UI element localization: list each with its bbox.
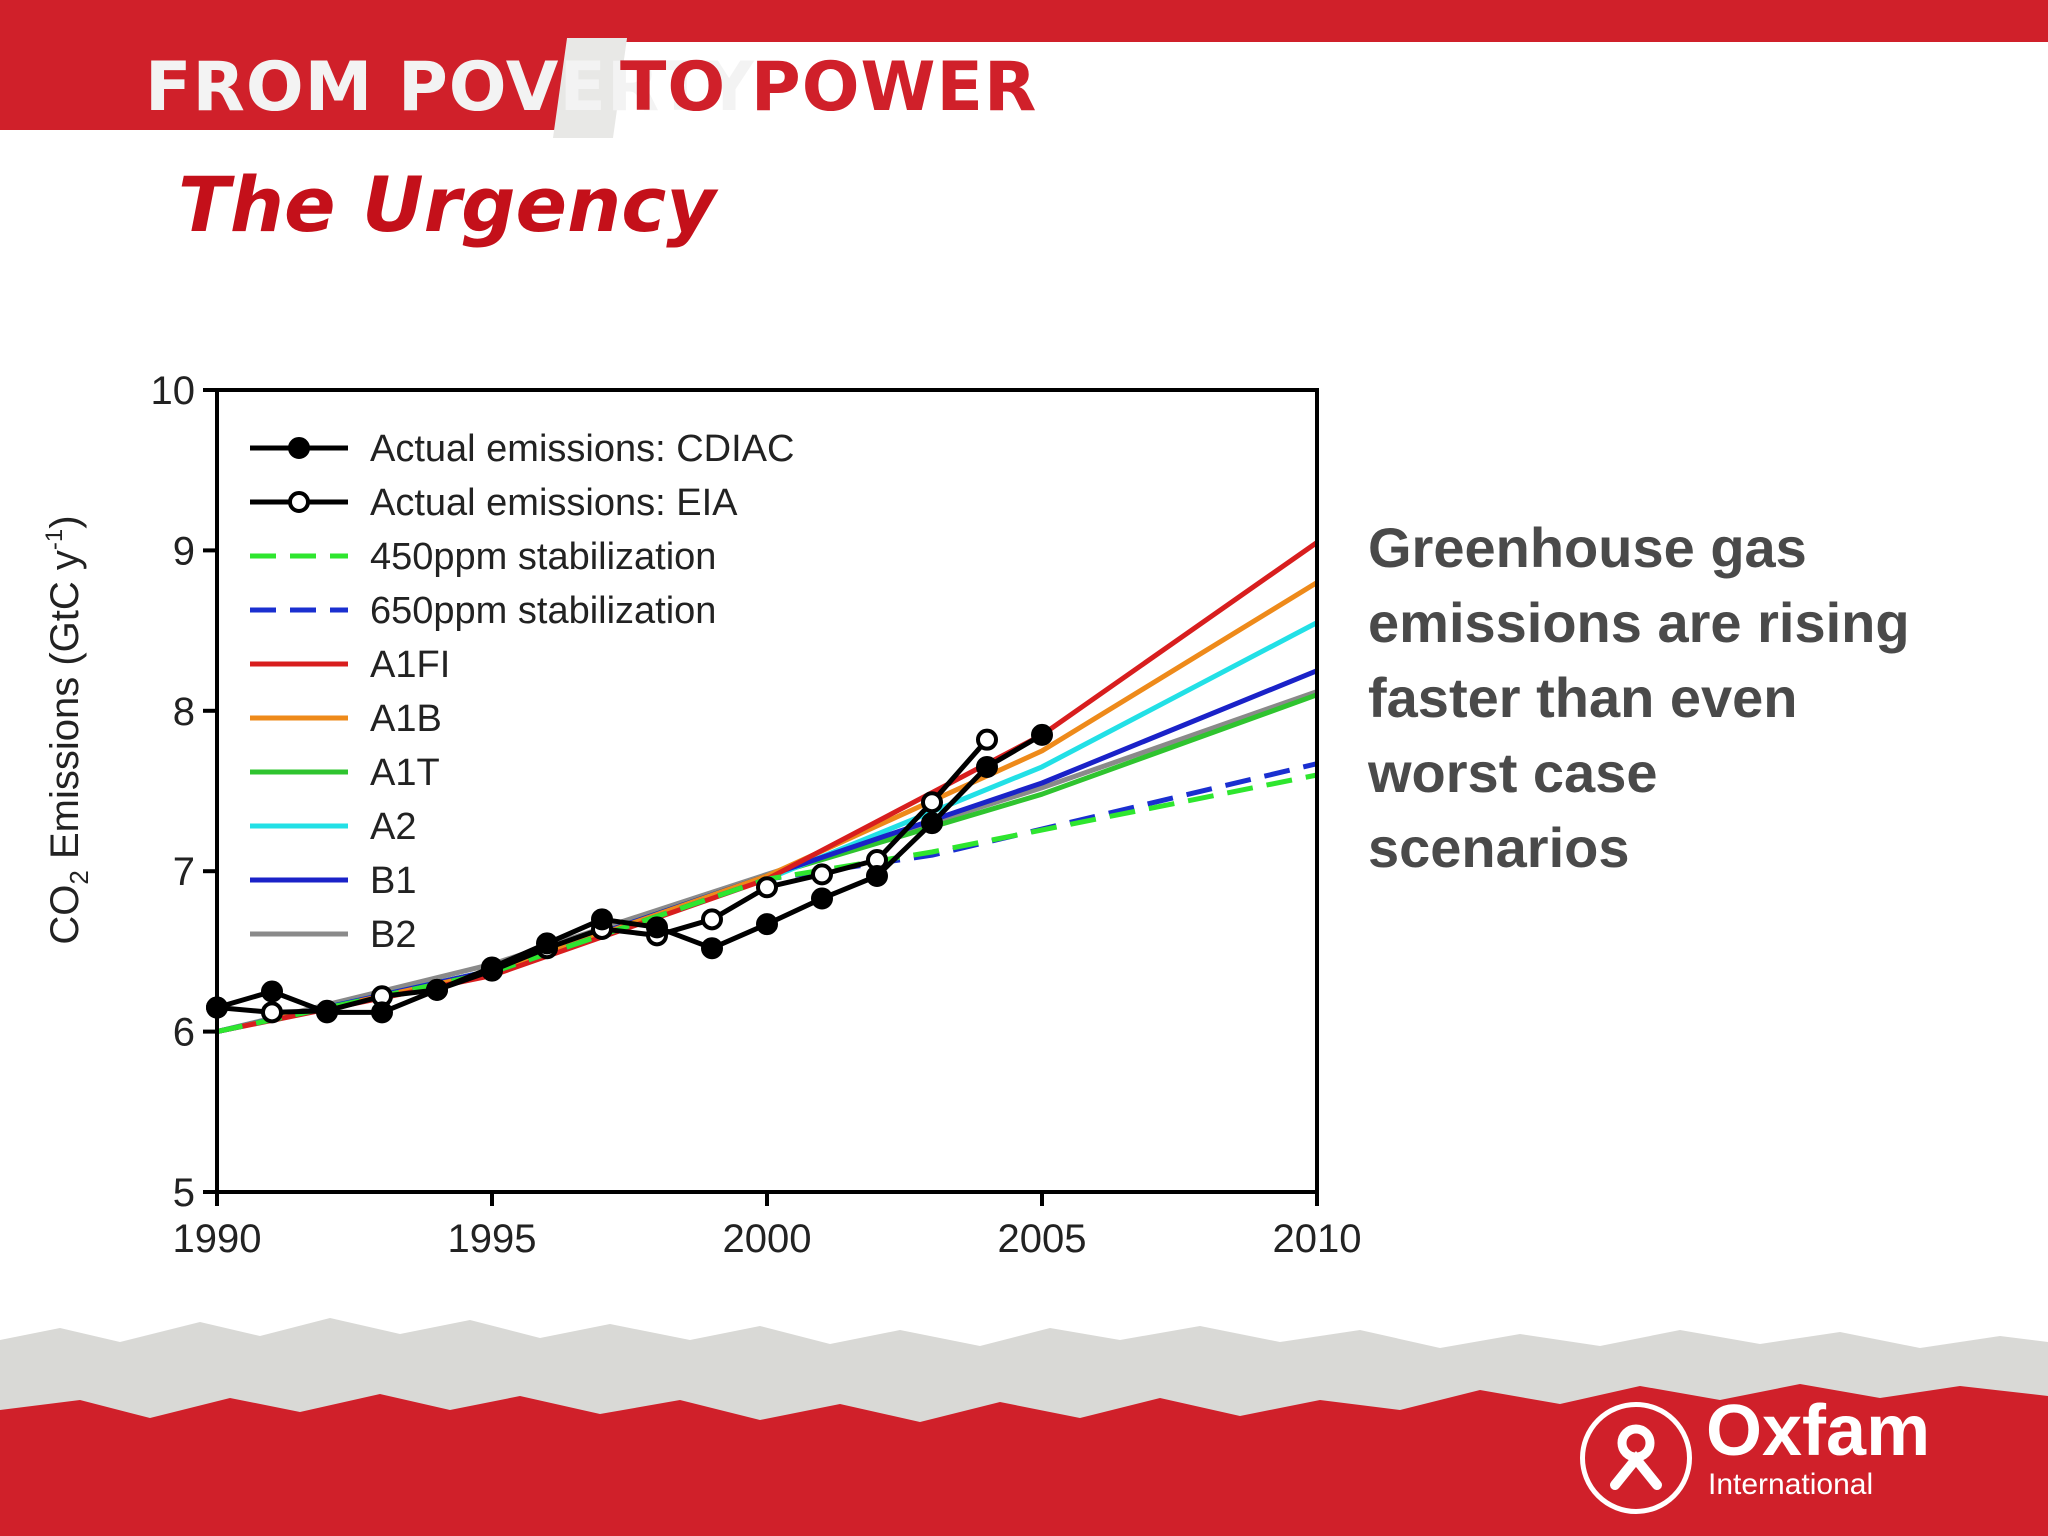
data-point-actual-emissions-eia xyxy=(921,791,943,814)
data-point-actual-emissions-cdiac xyxy=(591,908,613,931)
y-tick-label: 9 xyxy=(173,529,195,573)
data-point-actual-emissions-cdiac xyxy=(646,916,668,939)
banner-text-to-power: TO POWER xyxy=(620,48,1038,127)
data-point-actual-emissions-eia xyxy=(261,1001,283,1024)
data-point-actual-emissions-cdiac xyxy=(536,932,558,955)
banner-red-block xyxy=(0,40,600,130)
legend-label-650ppm-stabilization: 650ppm stabilization xyxy=(370,590,716,632)
data-point-actual-emissions-cdiac xyxy=(756,913,778,936)
legend: Actual emissions: CDIAC Actual emissions:… xyxy=(250,428,794,956)
data-point-actual-emissions-cdiac xyxy=(866,865,888,888)
legend-label-a1b: A1B xyxy=(370,698,442,740)
slide-title: The Urgency xyxy=(178,160,716,249)
data-point-actual-emissions-eia xyxy=(701,908,723,931)
side-text: Greenhouse gas emissions are rising fast… xyxy=(1368,516,1910,879)
axes-layer: 1990 1995 2000 2005 2010 5 6 7 8 9 10 xyxy=(151,369,1362,1261)
banner-text-from-poverty: FROM POVERTY xyxy=(145,48,755,127)
footer-red-band xyxy=(0,1384,2048,1536)
banner-white-block xyxy=(605,42,1000,130)
emissions-chart: 1990 1995 2000 2005 2010 5 6 7 8 9 10 Actual emiss… xyxy=(41,369,1362,1261)
oxfam-logo-icon xyxy=(1580,1402,1692,1514)
footer-torn-paper xyxy=(0,1318,2048,1536)
plot-layer xyxy=(206,540,1319,1035)
legend-label-actual-emissions-cdiac: Actual emissions: CDIAC xyxy=(370,428,794,470)
legend-label-b2: B2 xyxy=(370,914,416,956)
legend-marker-actual-emissions-eia xyxy=(288,491,310,513)
data-point-actual-emissions-cdiac xyxy=(481,956,503,979)
legend-marker-actual-emissions-cdiac xyxy=(288,437,310,459)
data-point-actual-emissions-cdiac xyxy=(921,812,943,835)
data-point-actual-emissions-cdiac xyxy=(976,755,998,778)
y-tick-label: 7 xyxy=(173,850,195,894)
series-line-actual-emissions-cdiac xyxy=(216,732,1044,1015)
data-point-actual-emissions-eia xyxy=(756,876,778,899)
y-tick-label: 6 xyxy=(173,1011,195,1055)
data-point-actual-emissions-cdiac xyxy=(701,937,723,960)
x-tick-label: 1995 xyxy=(448,1217,537,1261)
legend-label-a1t: A1T xyxy=(370,752,440,794)
y-axis-label: CO2 Emissions (GtC y-1) xyxy=(41,515,94,944)
x-tick-label: 1990 xyxy=(173,1217,262,1261)
legend-label-a1fi: A1FI xyxy=(370,644,450,686)
data-point-actual-emissions-cdiac xyxy=(1031,723,1053,746)
y-tick-label: 5 xyxy=(173,1171,195,1215)
legend-label-b1: B1 xyxy=(370,860,416,902)
data-point-actual-emissions-cdiac xyxy=(316,1001,338,1024)
data-point-actual-emissions-eia xyxy=(976,728,998,751)
x-tick-label: 2010 xyxy=(1273,1217,1362,1261)
oxfam-wordmark: Oxfam xyxy=(1706,1391,1931,1471)
data-point-actual-emissions-cdiac xyxy=(426,978,448,1001)
legend-label-450ppm-stabilization: 450ppm stabilization xyxy=(370,536,716,578)
data-point-actual-emissions-cdiac xyxy=(811,887,833,910)
data-point-actual-emissions-eia xyxy=(811,863,833,886)
oxfam-figure-icon xyxy=(1610,1424,1662,1490)
x-tick-label: 2000 xyxy=(723,1217,812,1261)
legend-label-actual-emissions-eia: Actual emissions: EIA xyxy=(370,482,738,524)
oxfam-subtitle: International xyxy=(1708,1468,1874,1501)
data-point-actual-emissions-cdiac xyxy=(371,1001,393,1024)
data-point-actual-emissions-cdiac xyxy=(261,980,283,1003)
y-tick-label: 10 xyxy=(151,369,196,413)
top-stripe xyxy=(0,0,2048,42)
legend-label-a2: A2 xyxy=(370,806,416,848)
x-tick-label: 2005 xyxy=(998,1217,1087,1261)
y-tick-label: 8 xyxy=(173,690,195,734)
